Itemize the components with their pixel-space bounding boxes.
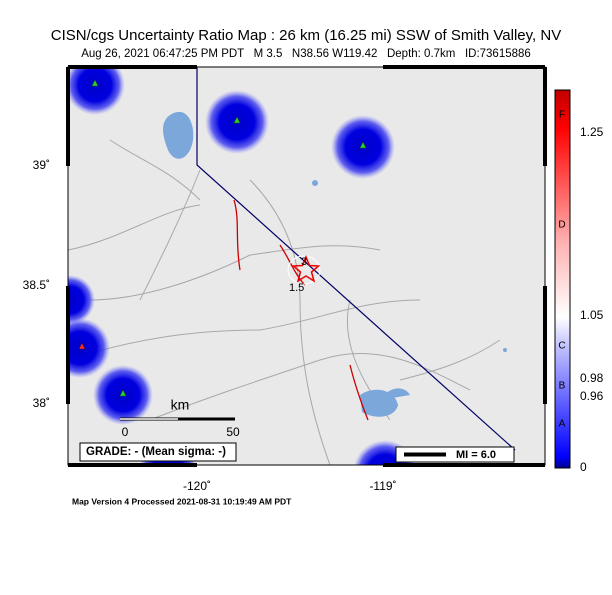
colorbar-letter: C xyxy=(558,341,565,352)
scale-unit: km xyxy=(171,397,190,413)
grade: GRADE: - (Mean sigma: -) xyxy=(86,446,226,458)
colorbar-letter: B xyxy=(559,381,566,392)
lat-label: 38.5˚ xyxy=(23,278,50,292)
map-area: 3 1.5 km 0 50 GRADE: - (Mean sigma: -) M… xyxy=(68,67,545,465)
scale-start: 0 xyxy=(122,425,129,439)
scale-end: 50 xyxy=(226,425,240,439)
lon-label: -119˚ xyxy=(369,479,396,493)
colorbar-number: 1.25 xyxy=(580,125,604,139)
title: CISN/cgs Uncertainty Ratio Map : 26 km (… xyxy=(51,27,561,44)
colorbar-number: 0 xyxy=(580,460,587,474)
colorbar-letter: D xyxy=(558,220,565,231)
colorbar-number: 1.05 xyxy=(580,308,604,322)
lon-label: -120˚ xyxy=(183,479,211,493)
colorbar-letter: F xyxy=(559,110,565,121)
frame-ticks xyxy=(66,65,547,467)
lat-label: 38˚ xyxy=(33,396,50,410)
lat-label: 39˚ xyxy=(33,158,50,172)
footer: Map Version 4 Processed 2021-08-31 10:19… xyxy=(72,496,292,506)
colorbar xyxy=(554,89,571,469)
colorbar-number: 0.96 xyxy=(580,389,604,403)
colorbar-number: 0.98 xyxy=(580,371,604,385)
contour-label: 3 xyxy=(301,256,307,268)
contour-label: 1.5 xyxy=(289,282,304,294)
map-frame xyxy=(67,66,546,466)
subtitle: Aug 26, 2021 06:47:25 PM PDT M 3.5 N38.5… xyxy=(81,48,531,60)
mi: MI = 6.0 xyxy=(456,449,496,461)
colorbar-letter: A xyxy=(559,419,566,430)
